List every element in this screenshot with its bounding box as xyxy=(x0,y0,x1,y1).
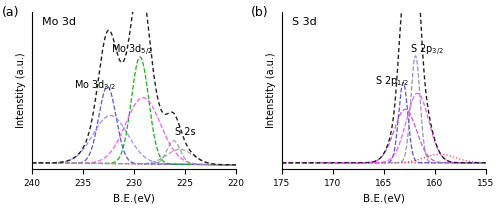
Text: (b): (b) xyxy=(252,6,269,19)
Text: S 2s: S 2s xyxy=(174,127,195,137)
Text: S 2p$_{3/2}$: S 2p$_{3/2}$ xyxy=(410,43,444,58)
Text: Mo 3d$_{5/2}$: Mo 3d$_{5/2}$ xyxy=(111,43,153,58)
X-axis label: B.E.(eV): B.E.(eV) xyxy=(363,194,405,203)
Text: (a): (a) xyxy=(2,6,19,19)
Text: Mo 3d: Mo 3d xyxy=(42,17,76,27)
Y-axis label: Intenstity (a.u.): Intenstity (a.u.) xyxy=(266,53,276,128)
Text: S 2p$_{1/2}$: S 2p$_{1/2}$ xyxy=(375,75,409,90)
Y-axis label: Intenstity (a.u.): Intenstity (a.u.) xyxy=(16,53,26,128)
Text: S 3d: S 3d xyxy=(292,17,317,27)
X-axis label: B.E.(eV): B.E.(eV) xyxy=(113,194,155,203)
Text: Mo 3d$_{3/2}$: Mo 3d$_{3/2}$ xyxy=(74,79,116,94)
